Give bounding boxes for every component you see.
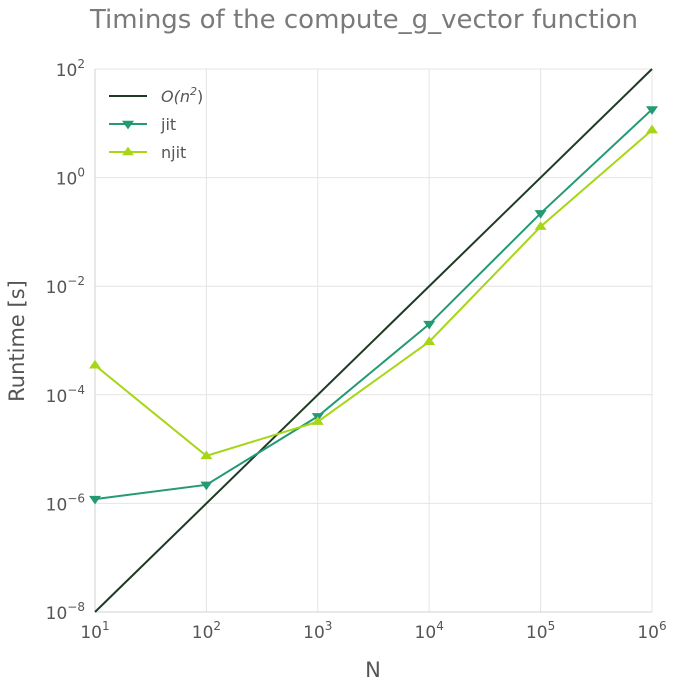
series-line-njit [94, 129, 653, 457]
data-point-jit [534, 210, 547, 219]
data-point-njit [534, 221, 547, 230]
legend: O(n2) jit njit [109, 85, 203, 162]
chart-title: Timings of the compute_g_vector function [89, 5, 638, 35]
tick-labels: 101 102 103 104 105 106 10−8 10−6 10−4 10−2 100 102 [46, 57, 667, 643]
x-tick-label: 106 [637, 619, 666, 643]
legend-marker [122, 146, 134, 156]
y-tick-label: 10−8 [46, 600, 85, 624]
y-tick-label: 100 [56, 166, 85, 190]
y-tick-label: 10−4 [46, 383, 85, 407]
legend-label: njit [161, 143, 186, 162]
data-point-njit [311, 416, 324, 425]
data-point-jit [423, 320, 436, 330]
series-line-reference [94, 68, 653, 613]
data-point-njit [423, 336, 436, 345]
x-axis-title: N [365, 658, 381, 682]
series-line-jit [94, 108, 653, 501]
data-point-njit [646, 124, 658, 134]
data-point-jit [200, 481, 213, 491]
legend-label: O(n2) [161, 85, 203, 106]
data-point-njit [89, 359, 101, 369]
grid-lines [94, 68, 653, 613]
x-tick-label: 102 [192, 619, 221, 643]
y-axis-title: Runtime [s] [5, 280, 29, 402]
legend-marker [122, 120, 134, 130]
data-point-jit [89, 495, 101, 505]
y-tick-label: 10−6 [46, 491, 85, 515]
legend-label: jit [160, 115, 176, 134]
y-tick-label: 10−2 [46, 274, 85, 298]
series-layer [89, 68, 658, 613]
x-tick-label: 103 [303, 619, 332, 643]
x-tick-label: 105 [526, 619, 555, 643]
x-tick-label: 104 [415, 619, 444, 643]
y-tick-label: 102 [56, 57, 85, 81]
x-tick-label: 101 [80, 619, 109, 643]
data-point-njit [200, 450, 213, 460]
data-point-jit [646, 106, 658, 115]
